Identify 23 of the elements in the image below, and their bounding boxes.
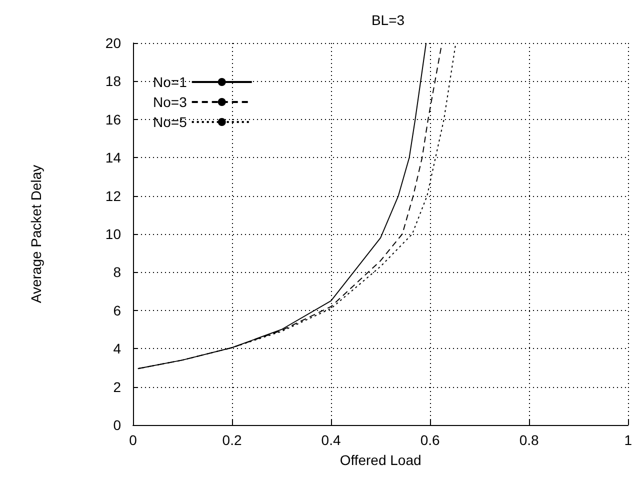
- y-tick-label: 8: [113, 264, 122, 280]
- y-tick-label: 20: [105, 35, 122, 51]
- x-tick-label: 0.6: [420, 432, 440, 448]
- y-tick-label: 6: [113, 302, 122, 318]
- y-tick-label: 2: [113, 378, 122, 395]
- x-tick-label: 0.4: [321, 432, 341, 448]
- x-axis-title: Offered Load: [340, 452, 422, 468]
- legend-label: No=3: [153, 94, 188, 110]
- y-tick-label: 14: [105, 150, 122, 166]
- y-tick-label: 16: [105, 111, 122, 128]
- y-axis-title: Average Packet Delay: [28, 164, 44, 304]
- legend-label: No=5: [153, 114, 188, 130]
- y-tick-label: 18: [105, 73, 122, 90]
- y-tick-label: 12: [105, 188, 122, 204]
- x-tick-label: 1: [624, 432, 632, 448]
- y-tick-label: 4: [113, 340, 122, 357]
- x-tick-label: 0: [129, 432, 138, 448]
- y-tick-label: 0: [113, 417, 122, 433]
- x-tick-label: 0.8: [519, 432, 540, 448]
- y-tick-label: 10: [105, 226, 122, 242]
- x-tick-label: 0.2: [222, 432, 242, 448]
- legend-label: No=1: [153, 74, 188, 90]
- chart-title: BL=3: [371, 12, 405, 28]
